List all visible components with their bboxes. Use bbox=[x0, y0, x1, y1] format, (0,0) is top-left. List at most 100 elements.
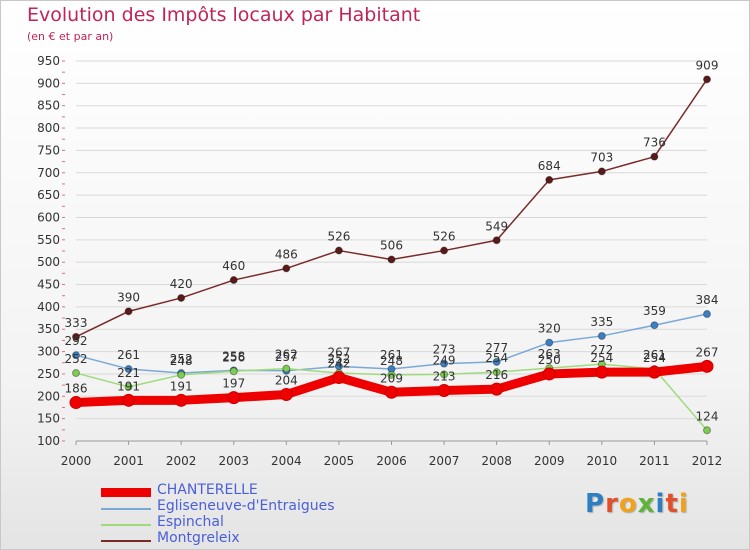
data-point bbox=[174, 393, 188, 407]
data-label: 261 bbox=[117, 348, 140, 362]
data-point bbox=[437, 383, 451, 397]
proxiti-logo: Proxiti bbox=[585, 489, 689, 519]
data-point bbox=[595, 365, 609, 379]
data-point bbox=[124, 382, 133, 391]
legend-swatch bbox=[101, 508, 151, 510]
data-label: 703 bbox=[590, 150, 613, 164]
data-point bbox=[72, 332, 80, 341]
y-tick-label: 250 bbox=[37, 367, 60, 381]
data-point bbox=[650, 152, 659, 161]
data-point bbox=[177, 370, 186, 379]
data-label: 248 bbox=[380, 354, 403, 368]
data-label: 197 bbox=[222, 377, 245, 391]
data-point bbox=[385, 385, 398, 399]
data-label: 549 bbox=[485, 219, 508, 233]
data-label: 254 bbox=[643, 351, 666, 365]
x-tick-label: 2004 bbox=[271, 454, 302, 468]
data-point bbox=[703, 426, 711, 435]
data-point bbox=[72, 369, 80, 378]
y-tick-label: 700 bbox=[37, 166, 60, 180]
data-point bbox=[282, 364, 291, 373]
data-point bbox=[492, 236, 501, 245]
y-tick-label: 600 bbox=[37, 210, 60, 224]
data-label: 335 bbox=[590, 315, 613, 329]
data-point bbox=[597, 167, 606, 176]
data-point bbox=[72, 351, 80, 360]
data-point bbox=[542, 367, 556, 381]
data-label: 249 bbox=[433, 353, 456, 367]
y-tick-label: 900 bbox=[37, 76, 60, 90]
data-point bbox=[282, 264, 291, 273]
data-label: 258 bbox=[222, 349, 245, 363]
legend-label: CHANTERELLE bbox=[157, 482, 258, 498]
y-tick-label: 850 bbox=[37, 99, 60, 113]
data-point bbox=[122, 393, 136, 407]
y-tick-label: 350 bbox=[37, 322, 60, 336]
x-tick-label: 2006 bbox=[376, 454, 407, 468]
y-tick-label: 200 bbox=[37, 389, 60, 403]
data-label: 736 bbox=[643, 136, 666, 150]
data-label: 359 bbox=[643, 304, 666, 318]
data-label: 320 bbox=[538, 322, 561, 336]
x-tick-label: 2002 bbox=[166, 454, 197, 468]
legend-label: Montgreleix bbox=[157, 530, 240, 546]
y-tick-label: 750 bbox=[37, 143, 60, 157]
data-point bbox=[334, 246, 343, 255]
x-tick-label: 2000 bbox=[61, 454, 92, 468]
data-label: 261 bbox=[643, 348, 666, 362]
data-point bbox=[545, 338, 554, 347]
data-label: 272 bbox=[590, 343, 613, 357]
data-label: 390 bbox=[117, 290, 140, 304]
data-label: 242 bbox=[327, 357, 350, 371]
y-tick-label: 450 bbox=[37, 278, 60, 292]
data-label: 277 bbox=[485, 341, 508, 355]
data-label: 384 bbox=[696, 293, 719, 307]
data-label: 684 bbox=[538, 159, 561, 173]
x-tick-label: 2008 bbox=[481, 454, 512, 468]
x-tick-label: 2003 bbox=[218, 454, 249, 468]
data-point bbox=[387, 255, 396, 264]
data-point bbox=[227, 391, 241, 405]
data-label: 267 bbox=[696, 345, 719, 359]
data-point bbox=[490, 382, 504, 396]
y-tick-label: 550 bbox=[37, 233, 60, 247]
data-label: 248 bbox=[170, 354, 193, 368]
data-label: 213 bbox=[433, 369, 456, 383]
data-point bbox=[229, 276, 238, 285]
legend-label: Egliseneuve-d'Entraigues bbox=[157, 498, 335, 514]
data-label: 909 bbox=[696, 58, 719, 72]
chart-subtitle: (en € et par an) bbox=[27, 30, 114, 43]
x-tick-label: 2012 bbox=[692, 454, 723, 468]
data-label: 252 bbox=[170, 352, 193, 366]
data-point bbox=[124, 365, 133, 374]
data-label: 191 bbox=[117, 379, 140, 393]
data-label: 333 bbox=[65, 316, 88, 330]
chart-title: Evolution des Impôts locaux par Habitant bbox=[27, 4, 421, 26]
data-label: 254 bbox=[485, 351, 508, 365]
y-tick-label: 400 bbox=[37, 300, 60, 314]
x-tick-label: 2007 bbox=[429, 454, 460, 468]
data-label: 209 bbox=[380, 371, 403, 385]
data-label: 252 bbox=[65, 352, 88, 366]
data-point bbox=[229, 367, 238, 376]
x-tick-label: 2010 bbox=[587, 454, 618, 468]
y-tick-label: 950 bbox=[37, 54, 60, 68]
data-point bbox=[387, 370, 396, 379]
legend-swatch bbox=[101, 540, 151, 542]
x-tick-label: 2001 bbox=[113, 454, 144, 468]
y-tick-label: 100 bbox=[37, 434, 60, 448]
data-point bbox=[647, 365, 661, 379]
data-label: 204 bbox=[275, 374, 298, 388]
legend-swatch bbox=[101, 488, 151, 497]
data-label: 256 bbox=[222, 350, 245, 364]
x-tick-label: 2011 bbox=[639, 454, 670, 468]
x-tick-label: 2005 bbox=[324, 454, 355, 468]
data-label: 526 bbox=[433, 230, 456, 244]
y-tick-label: 650 bbox=[37, 188, 60, 202]
data-point bbox=[440, 370, 449, 379]
data-label: 252 bbox=[327, 352, 350, 366]
data-label: 257 bbox=[275, 350, 298, 364]
data-label: 221 bbox=[117, 366, 140, 380]
